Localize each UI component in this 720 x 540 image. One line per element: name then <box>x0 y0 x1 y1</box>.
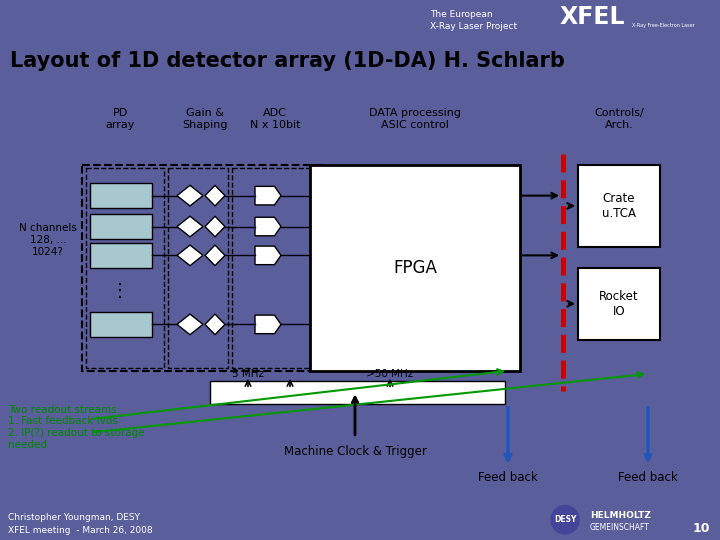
Polygon shape <box>177 216 203 237</box>
Text: 5 MHz: 5 MHz <box>232 369 264 379</box>
Polygon shape <box>177 314 203 335</box>
FancyBboxPatch shape <box>210 381 505 404</box>
Polygon shape <box>177 185 203 206</box>
Text: FPGA: FPGA <box>393 259 437 276</box>
Polygon shape <box>255 186 281 205</box>
Text: XFEL meeting  - March 26, 2008: XFEL meeting - March 26, 2008 <box>8 526 153 535</box>
Text: X-Ray Free-Electron Laser: X-Ray Free-Electron Laser <box>632 23 695 28</box>
Polygon shape <box>255 246 281 265</box>
Polygon shape <box>205 185 225 206</box>
Text: Two readout streams:
1. Fast feedback lvds
2. IP(?) readout to storage
needed: Two readout streams: 1. Fast feedback lv… <box>8 405 145 449</box>
Text: Crate
u.TCA: Crate u.TCA <box>602 192 636 220</box>
Circle shape <box>551 505 579 534</box>
Text: The European: The European <box>430 10 492 19</box>
Text: HELMHOLTZ: HELMHOLTZ <box>590 511 651 520</box>
FancyBboxPatch shape <box>90 214 152 239</box>
FancyBboxPatch shape <box>90 312 152 337</box>
Text: ⋮: ⋮ <box>111 282 129 300</box>
Text: Controls/
Arch.: Controls/ Arch. <box>594 108 644 130</box>
Polygon shape <box>205 314 225 335</box>
Text: Layout of 1D detector array (1D-DA) H. Schlarb: Layout of 1D detector array (1D-DA) H. S… <box>10 51 565 71</box>
Text: Feed back: Feed back <box>618 471 678 484</box>
Text: DESY: DESY <box>554 515 576 524</box>
Polygon shape <box>205 245 225 266</box>
Text: >50 MHz: >50 MHz <box>366 369 413 379</box>
FancyBboxPatch shape <box>90 243 152 268</box>
Text: Feed back: Feed back <box>478 471 538 484</box>
Text: Rocket
IO: Rocket IO <box>599 290 639 318</box>
FancyBboxPatch shape <box>578 268 660 340</box>
Polygon shape <box>255 315 281 334</box>
Text: XFEL: XFEL <box>560 5 626 29</box>
Text: 10: 10 <box>693 522 710 535</box>
Text: DATA processing
ASIC control: DATA processing ASIC control <box>369 108 461 130</box>
Polygon shape <box>255 217 281 236</box>
Text: X-Ray Laser Project: X-Ray Laser Project <box>430 22 517 31</box>
Text: N channels
128, ...
1024?: N channels 128, ... 1024? <box>19 224 77 256</box>
Text: Machine Clock & Trigger: Machine Clock & Trigger <box>284 445 426 458</box>
Text: ADC
N x 10bit: ADC N x 10bit <box>250 108 300 130</box>
Text: Gain &
Shaping: Gain & Shaping <box>182 108 228 130</box>
FancyBboxPatch shape <box>310 165 520 371</box>
Polygon shape <box>205 216 225 237</box>
FancyBboxPatch shape <box>578 165 660 247</box>
FancyBboxPatch shape <box>90 183 152 208</box>
Text: PD
array: PD array <box>105 108 135 130</box>
Text: GEMEINSCHAFT: GEMEINSCHAFT <box>590 523 650 532</box>
Text: Christopher Youngman, DESY: Christopher Youngman, DESY <box>8 512 140 522</box>
Polygon shape <box>177 245 203 266</box>
